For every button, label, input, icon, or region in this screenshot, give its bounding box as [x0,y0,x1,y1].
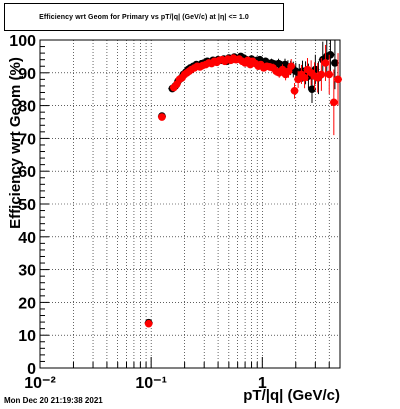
y-axis-label: Efficiency wrt Geom (%) [7,57,24,229]
series-1 [144,44,343,328]
axis-ticks [39,39,341,369]
y-tick-label: 90 [18,66,36,83]
y-tick-label: 100 [9,33,36,50]
data-point [326,50,335,59]
data-point [144,319,153,328]
y-tick-label: 60 [18,164,36,181]
y-tick-label: 70 [18,131,36,148]
y-tick-label: 20 [18,295,36,312]
y-tick-label: 10 [18,328,36,345]
data-point [325,70,334,79]
y-tick-label: 50 [18,197,36,214]
data-point [331,59,339,67]
timestamp-footer: Mon Dec 20 21:19:38 2021 [4,396,103,405]
data-point [321,59,330,67]
y-tick-label: 80 [18,99,36,116]
data-point [308,85,316,93]
chart-title-box: Efficiency wrt Geom for Primary vs pT/|q… [4,3,284,31]
y-tick-label: 30 [18,263,36,280]
data-point [330,98,338,107]
x-tick-label: 10⁻² [24,375,56,392]
data-series [144,40,343,328]
x-tick-label: 10⁻¹ [135,375,167,392]
data-point [334,75,342,84]
data-point [158,113,166,121]
data-point [287,62,296,71]
data-point [290,87,299,95]
y-tick-labels: 0 10 20 30 40 50 60 70 80 90 100 [9,33,36,378]
data-point [300,73,309,82]
x-axis-label: pT/|q| (GeV/c) [243,387,340,404]
grid-lines [40,40,340,368]
data-point [317,70,326,79]
chart-title: Efficiency wrt Geom for Primary vs pT/|q… [39,13,249,21]
x-tick-label: 1 [258,375,267,392]
y-tick-label: 0 [27,361,36,378]
x-tick-labels: 10⁻² 10⁻¹ 1 [24,375,267,392]
y-tick-label: 40 [18,230,36,247]
